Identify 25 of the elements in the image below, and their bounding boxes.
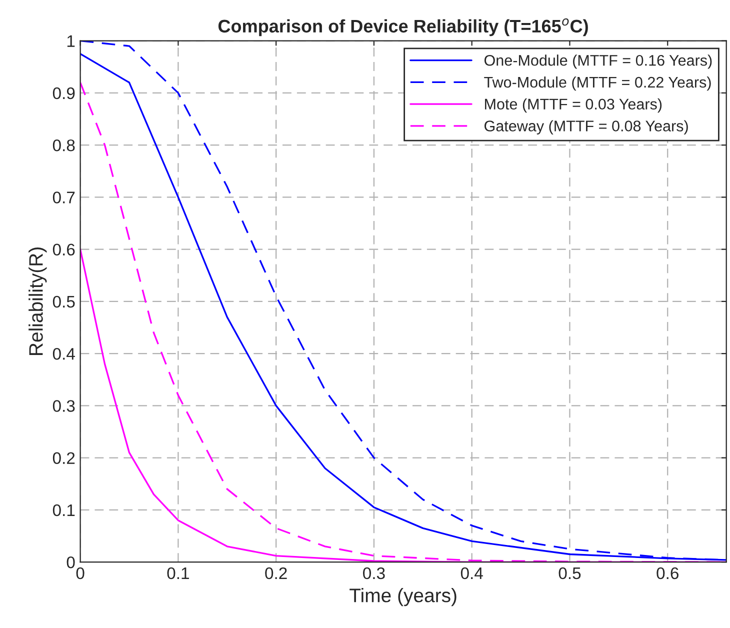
x-tick-label: 0.5 bbox=[558, 567, 581, 580]
x-tick-label: 0.6 bbox=[656, 567, 678, 580]
x-tick-label: 0.1 bbox=[167, 567, 189, 580]
y-tick-label: 0.3 bbox=[52, 400, 75, 412]
chart-title: Comparison of Device Reliability (T=165$^{o}$C) bbox=[218, 18, 588, 36]
legend-label: Gateway (MTTF = 0.08 Years) bbox=[484, 120, 688, 134]
x-tick-label: 0 bbox=[76, 567, 84, 580]
y-tick-label: 0.5 bbox=[52, 296, 75, 308]
y-tick-label: 0.8 bbox=[52, 139, 75, 152]
y-tick-label: 0.7 bbox=[52, 192, 75, 204]
y-tick-label: 0.2 bbox=[52, 452, 75, 464]
y-tick-label: 0.9 bbox=[52, 87, 75, 100]
legend-label: Two-Module (MTTF = 0.22 Years) bbox=[484, 76, 711, 91]
x-axis-title: Time (years) bbox=[350, 588, 456, 606]
y-tick-label: 0.1 bbox=[52, 504, 75, 516]
y-axis-title: Reliability(R) bbox=[28, 248, 47, 355]
x-tick-label: 0.2 bbox=[265, 567, 287, 580]
x-tick-label: 0.4 bbox=[460, 567, 483, 580]
y-tick-label: 0.6 bbox=[52, 244, 75, 256]
legend-label: Mote (MTTF = 0.03 Years) bbox=[485, 98, 662, 113]
legend-label: One-Module (MTTF = 0.16 Years) bbox=[484, 54, 712, 69]
y-tick-label: 1 bbox=[67, 35, 75, 47]
y-tick-label: 0 bbox=[66, 556, 75, 568]
y-tick-label: 0.4 bbox=[52, 348, 75, 360]
x-tick-label: 0.3 bbox=[363, 567, 385, 580]
